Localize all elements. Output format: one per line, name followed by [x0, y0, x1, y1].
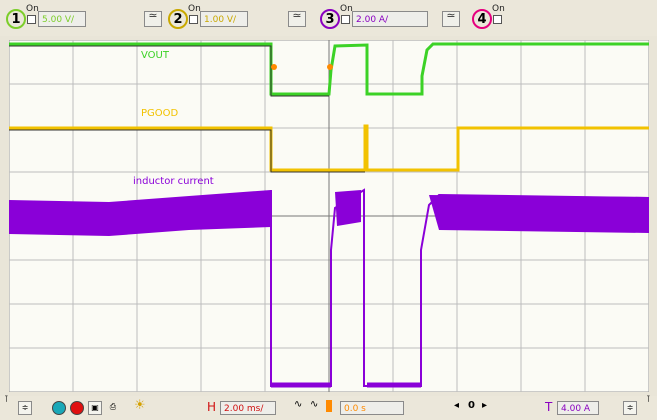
vout-trace-edge — [9, 45, 329, 97]
channel-3-scale-field[interactable]: 2.00 A/ — [352, 11, 428, 27]
timebase-toolbar: ⊺ ≑ ▣ ⎙ ☀ H 2.00 ms/ ∿ ∿ 0.0 s ◂ 0 ▸ T 4… — [0, 395, 657, 420]
pgood-label: PGOOD — [141, 108, 179, 119]
horizontal-label: H — [207, 400, 217, 414]
nav-value[interactable]: 0 — [468, 400, 475, 411]
window-icon[interactable]: ▣ — [88, 401, 102, 415]
cursor-marker-b — [327, 64, 333, 70]
channel-2-on-checkbox[interactable] — [189, 15, 198, 24]
sine-icon[interactable]: ∿ — [310, 399, 319, 410]
waveform-mode-icon[interactable]: ∿ — [294, 399, 303, 410]
channel-1-coupling-button[interactable]: ≃ — [144, 10, 162, 27]
trigger-level-stepper[interactable]: ≑ — [623, 401, 637, 415]
channel-2-coupling-button[interactable]: ≃ — [288, 10, 306, 27]
channel-3-coupling-button[interactable]: ≃ — [442, 10, 460, 27]
channel-1-on-checkbox[interactable] — [27, 15, 36, 24]
channel-4-controls: 4 On — [472, 4, 512, 30]
channel-1-controls: 1 On 5.00 V/ ≃ — [6, 4, 162, 30]
pgood-trace-edge — [9, 129, 365, 173]
channel-2-scale-field[interactable]: 1.00 V/ — [200, 11, 248, 27]
run-icon[interactable] — [52, 401, 66, 415]
nav-right-arrow[interactable]: ▸ — [482, 400, 488, 411]
waveform-display[interactable]: VOUT PGOOD inductor current — [9, 40, 649, 392]
timebase-field[interactable]: 2.00 ms/ — [220, 401, 276, 415]
channel-4-badge[interactable]: 4 — [472, 9, 492, 29]
waveform-canvas[interactable] — [9, 40, 649, 392]
trigger-up-icon[interactable]: ⊺ — [4, 395, 9, 405]
channel-3-on-checkbox[interactable] — [341, 15, 350, 24]
trigger-down-icon[interactable]: ⊺ — [646, 395, 651, 405]
channel-4-on-checkbox[interactable] — [493, 15, 502, 24]
channel-1-badge[interactable]: 1 — [6, 9, 26, 29]
channel-toolbar: 1 On 5.00 V/ ≃ 2 On 1.00 V/ ≃ 3 On 2.00 … — [0, 0, 657, 36]
channel-3-on-label: On — [340, 4, 353, 14]
channel-2-controls: 2 On 1.00 V/ ≃ — [168, 4, 316, 30]
trigger-level-field[interactable]: 4.00 A — [557, 401, 599, 415]
inductor-current-trace — [9, 188, 649, 388]
channel-1-scale-field[interactable]: 5.00 V/ — [38, 11, 86, 27]
channel-2-badge[interactable]: 2 — [168, 9, 188, 29]
channel-3-controls: 3 On 2.00 A/ ≃ — [320, 4, 470, 30]
channel-4-on-label: On — [492, 4, 505, 14]
nav-left-arrow[interactable]: ◂ — [454, 400, 460, 411]
delay-marker-icon — [326, 400, 332, 412]
cursor-marker-a — [271, 64, 277, 70]
channel-3-badge[interactable]: 3 — [320, 9, 340, 29]
brightness-icon[interactable]: ☀ — [134, 398, 146, 413]
scroll-stepper-button[interactable]: ≑ — [18, 401, 32, 415]
trigger-label: T — [545, 400, 553, 414]
channel-1-on-label: On — [26, 4, 39, 14]
vout-label: VOUT — [141, 50, 169, 61]
print-icon[interactable]: ⎙ — [109, 402, 117, 411]
delay-field[interactable]: 0.0 s — [340, 401, 404, 415]
inductor-current-label: inductor current — [133, 176, 214, 187]
record-icon[interactable] — [70, 401, 84, 415]
channel-2-on-label: On — [188, 4, 201, 14]
